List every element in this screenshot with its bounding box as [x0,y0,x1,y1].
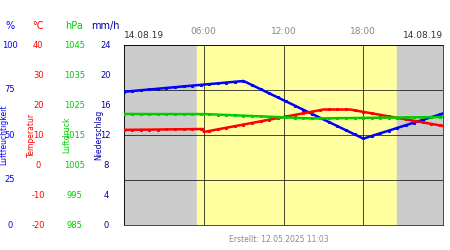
Bar [396,45,443,225]
Text: mm/h: mm/h [91,21,120,31]
Bar [124,45,197,225]
Text: 4: 4 [103,190,108,200]
Text: 40: 40 [33,40,44,50]
Text: 0: 0 [36,160,41,170]
Text: 995: 995 [67,190,82,200]
Text: -10: -10 [32,190,45,200]
Text: 75: 75 [4,86,15,94]
Text: 20: 20 [100,70,111,80]
Bar [197,45,396,225]
Text: hPa: hPa [65,21,83,31]
Text: -20: -20 [32,220,45,230]
Text: 50: 50 [4,130,15,140]
Text: 1025: 1025 [64,100,85,110]
Text: 16: 16 [100,100,111,110]
Text: 1015: 1015 [64,130,85,140]
Text: 20: 20 [33,100,44,110]
Text: Luftdruck: Luftdruck [62,117,71,153]
Text: Niederschlag: Niederschlag [94,110,104,160]
Text: Temperatur: Temperatur [27,113,36,157]
Text: %: % [5,21,14,31]
Text: 1045: 1045 [64,40,85,50]
Text: 1035: 1035 [64,70,85,80]
Text: 985: 985 [66,220,82,230]
Text: 14.08.19: 14.08.19 [403,31,443,40]
Text: 25: 25 [4,176,15,184]
Text: 0: 0 [7,220,13,230]
Text: 1005: 1005 [64,160,85,170]
Text: 10: 10 [33,130,44,140]
Text: 06:00: 06:00 [191,27,216,36]
Text: 24: 24 [100,40,111,50]
Text: °C: °C [32,21,44,31]
Text: 30: 30 [33,70,44,80]
Text: 0: 0 [103,220,108,230]
Text: 100: 100 [2,40,18,50]
Text: 12:00: 12:00 [270,27,297,36]
Text: 18:00: 18:00 [351,27,376,36]
Text: Erstellt: 12.05.2025 11:03: Erstellt: 12.05.2025 11:03 [229,236,329,244]
Text: 8: 8 [103,160,108,170]
Text: 14.08.19: 14.08.19 [124,31,164,40]
Text: Luftfeuchtigkeit: Luftfeuchtigkeit [0,105,8,165]
Text: 12: 12 [100,130,111,140]
